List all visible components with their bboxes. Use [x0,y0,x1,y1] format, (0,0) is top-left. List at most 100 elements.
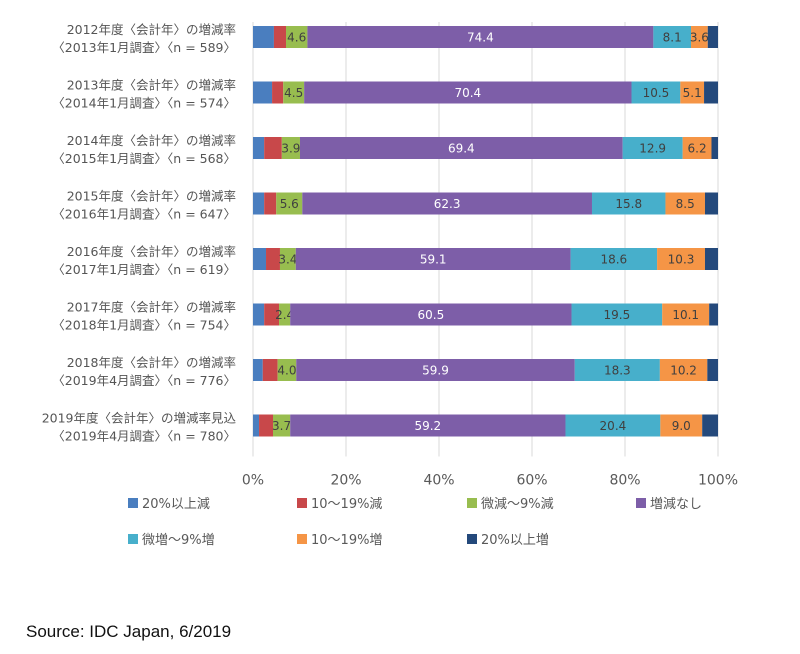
data-label: 18.3 [604,364,631,378]
bar-segment [707,359,718,381]
bar-segment [657,248,705,270]
category-label-line2: 〈2015年1月調査〉〈n = 568〉 [52,151,236,166]
data-label: 74.4 [467,31,494,45]
data-label: 62.3 [434,197,461,211]
category-label-line2: 〈2019年4月調査〉〈n = 780〉 [52,429,236,444]
category-labels: 2012年度〈会計年〉の増減率〈2013年1月調査〉〈n = 589〉 2013年… [42,22,237,444]
data-label: 3.4 [278,253,297,267]
data-label: 2.4 [275,308,294,322]
bar-segment [591,192,666,215]
bar-row: 4.6 74.4 8.1 3.6 [253,26,718,48]
data-label: 60.5 [418,308,445,322]
data-label: 3.6 [690,31,709,45]
data-label: 69.4 [448,142,475,156]
legend-item: 増減なし [636,496,702,512]
bar-segment [281,137,300,159]
data-label: 10.2 [670,364,697,378]
bar-segment [653,26,692,48]
data-label: 15.8 [615,197,642,211]
data-label: 10.1 [672,308,699,322]
bar-segment [253,359,263,381]
bar-segment [660,414,703,437]
x-tick-label: 100% [698,473,738,489]
x-tick-label: 0% [242,473,264,489]
bar-segment [272,414,291,437]
data-label: 59.1 [420,253,447,267]
data-label: 59.2 [414,419,441,433]
category-label-line2: 〈2014年1月調査〉〈n = 574〉 [52,96,236,111]
legend-item: 10〜19%減 [297,496,382,512]
bar-row: 4.5 70.4 10.5 5.1 [253,81,718,104]
bar-row: 3.4 59.1 18.6 10.3 [253,248,718,270]
bar-segment [286,26,308,48]
data-label: 70.4 [454,86,481,100]
bar-row: 3.7 59.2 20.4 9.0 [253,414,718,437]
data-label: 6.2 [688,142,707,156]
legend-label: 10〜19%増 [311,533,382,548]
bar-segment [662,303,710,326]
data-label: 4.6 [287,31,306,45]
category-label-line1: 2019年度〈会計年〉の増減率見込 [42,411,237,426]
legend-swatch [297,534,307,544]
bars: 4.6 74.4 8.1 3.6 4.5 70.4 10.5 5.1 3.9 69.4 12.9 6.… [253,26,718,437]
legend-swatch [467,534,477,544]
data-label: 59.9 [422,364,449,378]
data-label: 18.6 [600,253,627,267]
bar-segment [704,81,718,104]
x-tick-label: 40% [423,473,454,489]
legend-label: 増減なし [650,496,702,512]
legend-item: 10〜19%増 [297,533,382,548]
bar-segment [272,81,284,104]
bar-segment [711,137,718,159]
data-label: 8.5 [676,197,695,211]
bar-segment [264,137,282,159]
bar-segment [307,26,654,48]
category-label-line1: 2018年度〈会計年〉の増減率 [67,355,236,370]
x-tick-label: 60% [516,473,547,489]
bar-segment [273,26,287,48]
bar-segment [290,303,572,326]
legend-label: 20%以上減 [142,496,210,512]
data-label: 3.7 [272,419,291,433]
category-label-line2: 〈2013年1月調査〉〈n = 589〉 [52,40,236,55]
legend-swatch [128,498,138,508]
bar-segment [266,248,280,270]
bar-segment [296,359,575,381]
data-label: 9.0 [672,419,691,433]
bar-row: 5.6 62.3 15.8 8.5 [253,192,718,215]
legend-item: 20%以上増 [467,533,549,548]
bar-segment [682,137,712,159]
bar-segment [299,137,623,159]
bar-segment [631,81,681,104]
x-tick-label: 20% [330,473,361,489]
data-label: 12.9 [639,142,666,156]
category-label-line1: 2012年度〈会計年〉の増減率 [67,22,236,37]
bar-segment [253,303,265,326]
bar-segment [279,248,296,270]
data-label: 10.5 [643,86,670,100]
bar-segment [253,248,267,270]
legend-swatch [128,534,138,544]
legend-swatch [467,498,477,508]
bar-segment [702,414,718,437]
category-label-line1: 2015年度〈会計年〉の増減率 [67,189,236,204]
bar-segment [691,26,708,48]
data-label: 20.4 [600,419,627,433]
bar-segment [253,192,265,215]
data-label: 3.9 [281,142,300,156]
bar-segment [571,303,663,326]
bar-segment [709,303,718,326]
bar-row: 3.9 69.4 12.9 6.2 [253,137,718,159]
data-label: 10.3 [668,253,695,267]
data-label: 19.5 [604,308,631,322]
bar-segment [253,137,265,159]
category-label-line1: 2017年度〈会計年〉の増減率 [67,300,236,315]
bar-segment [295,248,571,270]
bar-segment [304,81,632,104]
data-label: 4.0 [277,364,296,378]
bar-segment [279,303,291,326]
bar-segment [574,359,660,381]
legend-item: 20%以上減 [128,496,210,512]
source-note: Source: IDC Japan, 6/2019 [26,622,232,641]
